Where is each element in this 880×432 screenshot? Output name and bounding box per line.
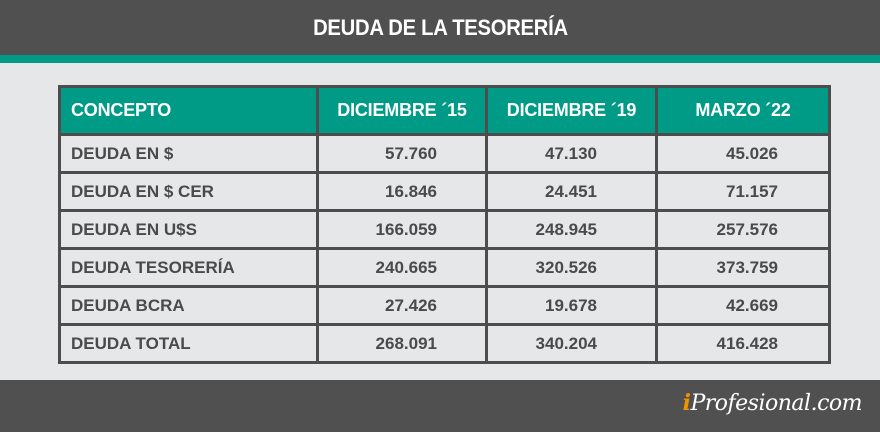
row-concept: DEUDA BCRA [58,285,319,326]
page-title: DEUDA DE LA TESORERÍA [312,14,568,40]
cell-value: 373.759 [655,247,831,288]
footer-bar: iProfesional.com [0,380,880,432]
table-row: DEUDA BCRA 27.426 19.678 42.669 [58,285,831,326]
cell-value: 240.665 [316,247,488,288]
table-row: DEUDA EN $ 57.760 47.130 45.026 [58,133,831,174]
title-bar: DEUDA DE LA TESORERÍA [0,0,880,55]
row-concept: DEUDA EN U$S [58,209,319,250]
row-concept: DEUDA EN $ [58,133,319,174]
table-row: DEUDA TOTAL 268.091 340.204 416.428 [58,323,831,364]
table-row: DEUDA EN $ CER 16.846 24.451 71.157 [58,171,831,212]
cell-value: 47.130 [485,133,658,174]
row-concept: DEUDA EN $ CER [58,171,319,212]
cell-value: 27.426 [316,285,488,326]
cell-value: 166.059 [316,209,488,250]
cell-value: 24.451 [485,171,658,212]
cell-value: 320.526 [485,247,658,288]
cell-value: 57.760 [316,133,488,174]
cell-value: 45.026 [655,133,831,174]
cell-value: 71.157 [655,171,831,212]
table-row: DEUDA EN U$S 166.059 248.945 257.576 [58,209,831,250]
brand-logo-i: i [682,390,691,416]
cell-value: 257.576 [655,209,831,250]
accent-stripe [0,55,880,63]
brand-logo: iProfesional.com [682,390,863,416]
cell-value: 16.846 [316,171,488,212]
column-header-diciembre-19: DICIEMBRE ´19 [485,85,658,136]
debt-table: CONCEPTO DICIEMBRE ´15 DICIEMBRE ´19 MAR… [58,85,831,364]
table-header-row: CONCEPTO DICIEMBRE ´15 DICIEMBRE ´19 MAR… [58,85,831,136]
column-header-concepto: CONCEPTO [58,85,319,136]
table-row: DEUDA TESORERÍA 240.665 320.526 373.759 [58,247,831,288]
column-header-marzo-22: MARZO ´22 [655,85,831,136]
cell-value: 268.091 [316,323,488,364]
cell-value: 248.945 [485,209,658,250]
cell-value: 19.678 [485,285,658,326]
cell-value: 42.669 [655,285,831,326]
cell-value: 416.428 [655,323,831,364]
cell-value: 340.204 [485,323,658,364]
row-concept: DEUDA TESORERÍA [58,247,319,288]
row-concept: DEUDA TOTAL [58,323,319,364]
debt-table-container: CONCEPTO DICIEMBRE ´15 DICIEMBRE ´19 MAR… [58,85,831,364]
column-header-diciembre-15: DICIEMBRE ´15 [316,85,488,136]
brand-logo-text: Profesional.com [690,391,862,416]
